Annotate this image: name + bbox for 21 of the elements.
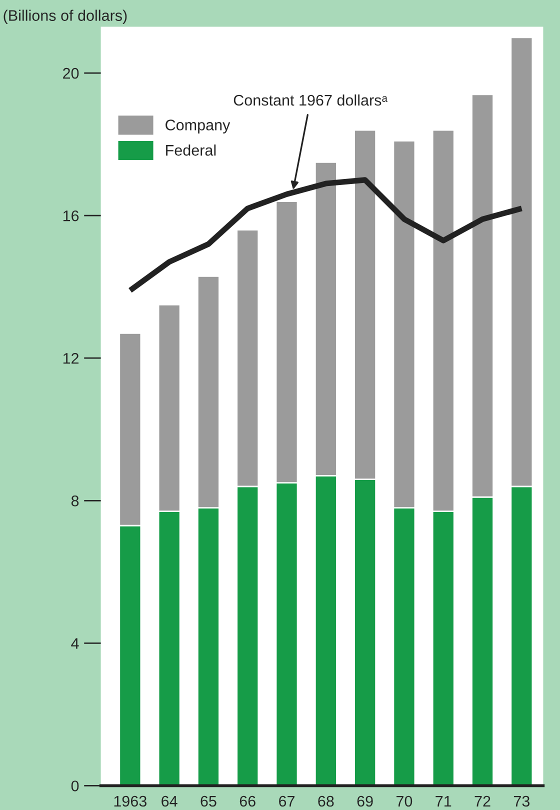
x-tick-label: 1963: [114, 796, 146, 807]
text: Constant 1967 dollarsᵃ: [234, 94, 388, 106]
x-tick-label: 72: [474, 796, 490, 806]
legend-label: Federal: [166, 144, 216, 156]
x-tick-label: 70: [396, 796, 412, 807]
y-tick-label: 16: [63, 210, 79, 222]
x-tick-label: 66: [240, 796, 256, 807]
x-tick-label: 67: [279, 796, 294, 807]
x-tick-label: 73: [514, 796, 530, 807]
y-tick-label: 4: [71, 638, 79, 649]
x-tick-label: 65: [200, 796, 216, 807]
y-tick-label: 8: [71, 496, 79, 506]
y-tick-label: 20: [63, 68, 79, 79]
y-axis-title: (Billions of dollars): [4, 10, 127, 24]
x-tick-label: 69: [357, 796, 373, 807]
y-tick-label: 0: [71, 780, 79, 792]
x-tick-label: 71: [436, 796, 452, 806]
legend-label: Company: [166, 120, 230, 134]
y-tick-label: 12: [63, 352, 79, 364]
x-tick-label: 68: [318, 796, 334, 807]
x-tick-label: 64: [162, 796, 178, 807]
